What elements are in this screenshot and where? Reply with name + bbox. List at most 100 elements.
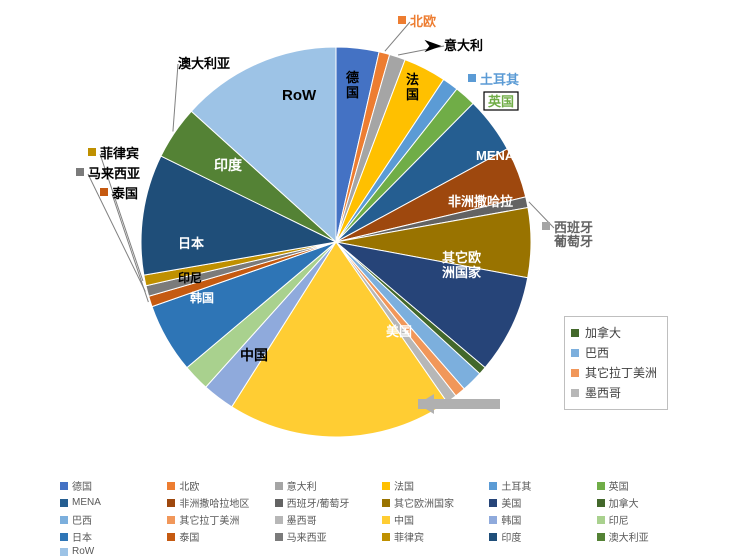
legend-swatch bbox=[382, 482, 390, 490]
legend-swatch bbox=[60, 482, 68, 490]
callout-arrow-icon bbox=[426, 41, 440, 51]
legend-swatch bbox=[167, 516, 175, 524]
slice-label: RoW bbox=[282, 87, 317, 104]
callout-label: 土耳其 bbox=[480, 72, 519, 87]
leader-line bbox=[173, 64, 178, 131]
legend-label: 菲律宾 bbox=[394, 529, 424, 544]
legend-swatch bbox=[275, 533, 283, 541]
legend-bottom-item: 意大利 bbox=[275, 478, 378, 493]
legend-label: 德国 bbox=[72, 478, 92, 493]
legend-bottom-item: MENA bbox=[60, 495, 163, 510]
legend-swatch bbox=[275, 499, 283, 507]
legend-bottom-item: 其它欧洲国家 bbox=[382, 495, 485, 510]
legend-label: 英国 bbox=[609, 478, 629, 493]
cluster-arrow bbox=[418, 394, 500, 414]
legend-label: 西班牙/葡萄牙 bbox=[287, 495, 350, 510]
legend-swatch bbox=[60, 533, 68, 541]
legend-label: 墨西哥 bbox=[585, 383, 621, 403]
legend-bottom-item: 非洲撒哈拉地区 bbox=[167, 495, 270, 510]
slice-label: 法 bbox=[406, 72, 419, 87]
legend-bottom-item: 西班牙/葡萄牙 bbox=[275, 495, 378, 510]
legend-bottom-item: 英国 bbox=[597, 478, 700, 493]
legend-label: 其它拉丁美洲 bbox=[585, 363, 657, 383]
slice-label: 印尼 bbox=[178, 271, 202, 285]
legend-swatch bbox=[167, 533, 175, 541]
legend-label: 印度 bbox=[501, 529, 521, 544]
legend-label: MENA bbox=[72, 497, 101, 508]
legend-bottom-item: 菲律宾 bbox=[382, 529, 485, 544]
legend-label: 马来西亚 bbox=[287, 529, 327, 544]
legend-bottom-item: 中国 bbox=[382, 512, 485, 527]
slice-label: 印度 bbox=[214, 157, 243, 173]
legend-swatch bbox=[167, 499, 175, 507]
legend-label: 澳大利亚 bbox=[609, 529, 649, 544]
callout-label: 北欧 bbox=[410, 14, 436, 29]
legend-swatch bbox=[597, 533, 605, 541]
legend-swatch bbox=[489, 533, 497, 541]
pie-chart: 德国法国MENA非洲撒哈拉其它欧洲国家美国中国韩国印尼日本印度RoW北欧意大利土… bbox=[0, 0, 750, 547]
slice-label: 美国 bbox=[386, 324, 412, 339]
legend-swatch bbox=[489, 516, 497, 524]
legend-swatch bbox=[60, 499, 68, 507]
legend-swatch bbox=[382, 499, 390, 507]
legend-label: 墨西哥 bbox=[287, 512, 317, 527]
legend-label: RoW bbox=[72, 546, 94, 557]
legend-swatch bbox=[167, 482, 175, 490]
legend-swatch bbox=[60, 548, 68, 556]
legend-right-item: 巴西 bbox=[571, 343, 657, 363]
leader-line bbox=[385, 22, 410, 51]
legend-swatch bbox=[571, 389, 579, 397]
legend-label: 加拿大 bbox=[609, 495, 639, 510]
slice-label: 洲国家 bbox=[442, 265, 482, 280]
leader-line bbox=[529, 202, 554, 228]
legend-label: 加拿大 bbox=[585, 323, 621, 343]
legend-right-box: 加拿大巴西其它拉丁美洲墨西哥 bbox=[564, 316, 668, 410]
slice-label: 德 bbox=[346, 70, 359, 85]
legend-label: 法国 bbox=[394, 478, 414, 493]
legend-swatch bbox=[275, 516, 283, 524]
slice-label: 非洲撒哈拉 bbox=[448, 194, 513, 209]
callout-marker bbox=[542, 222, 550, 230]
legend-bottom-item: 泰国 bbox=[167, 529, 270, 544]
slice-label: 日本 bbox=[178, 236, 204, 251]
slice-label: 国 bbox=[346, 85, 359, 100]
legend-bottom-item: 其它拉丁美洲 bbox=[167, 512, 270, 527]
legend-bottom-item: 美国 bbox=[489, 495, 592, 510]
slice-label: 其它欧 bbox=[442, 250, 481, 265]
callout-label: 菲律宾 bbox=[100, 146, 139, 161]
legend-swatch bbox=[597, 499, 605, 507]
legend-swatch bbox=[571, 369, 579, 377]
legend-bottom-item: 马来西亚 bbox=[275, 529, 378, 544]
callout-label: 澳大利亚 bbox=[178, 56, 230, 71]
legend-label: 中国 bbox=[394, 512, 414, 527]
slice-label: MENA bbox=[476, 148, 515, 163]
callout-label: 英国 bbox=[487, 94, 514, 109]
legend-label: 北欧 bbox=[179, 478, 199, 493]
legend-swatch bbox=[489, 499, 497, 507]
legend-label: 日本 bbox=[72, 529, 92, 544]
legend-swatch bbox=[489, 482, 497, 490]
callout-marker bbox=[100, 188, 108, 196]
legend-bottom-item: 澳大利亚 bbox=[597, 529, 700, 544]
callout-marker bbox=[398, 16, 406, 24]
legend-bottom-item: 韩国 bbox=[489, 512, 592, 527]
legend-swatch bbox=[597, 516, 605, 524]
legend-label: 印尼 bbox=[609, 512, 629, 527]
legend-bottom-item: 印尼 bbox=[597, 512, 700, 527]
legend-bottom-item: 加拿大 bbox=[597, 495, 700, 510]
legend-bottom-item: 墨西哥 bbox=[275, 512, 378, 527]
legend-label: 泰国 bbox=[179, 529, 199, 544]
callout-marker bbox=[88, 148, 96, 156]
legend-swatch bbox=[275, 482, 283, 490]
callout-label: 西班牙 bbox=[554, 220, 593, 235]
legend-label: 其它欧洲国家 bbox=[394, 495, 454, 510]
legend-bottom-item: 日本 bbox=[60, 529, 163, 544]
legend-swatch bbox=[571, 329, 579, 337]
legend-label: 韩国 bbox=[501, 512, 521, 527]
legend-bottom-item: 印度 bbox=[489, 529, 592, 544]
slice-label: 国 bbox=[406, 87, 419, 102]
legend-bottom-item: 法国 bbox=[382, 478, 485, 493]
slice-label: 韩国 bbox=[190, 290, 214, 305]
legend-bottom-item: 北欧 bbox=[167, 478, 270, 493]
legend-swatch bbox=[382, 516, 390, 524]
